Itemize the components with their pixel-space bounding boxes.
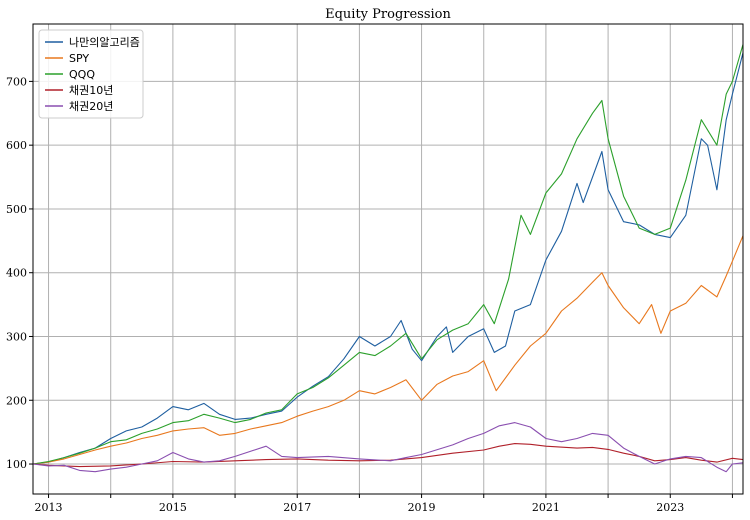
y-tick-label: 300 <box>6 330 27 343</box>
grid-layer <box>33 24 743 494</box>
series-line-1 <box>32 235 744 465</box>
legend-label: SPY <box>69 52 89 65</box>
x-tick-label: 2013 <box>35 501 63 514</box>
series-line-2 <box>32 44 744 465</box>
y-tick-label: 200 <box>6 394 27 407</box>
legend-label: 채권20년 <box>69 100 113 113</box>
series-line-0 <box>32 52 744 465</box>
legend-label: 나만의알고리즘 <box>69 35 140 49</box>
y-tick-label: 100 <box>6 458 27 471</box>
x-tick-label: 2019 <box>408 501 436 514</box>
x-tick-label: 2015 <box>159 501 187 514</box>
series-line-4 <box>32 422 744 473</box>
legend-label: QQQ <box>69 68 95 81</box>
legend-box <box>38 29 144 119</box>
legend-label: 채권10년 <box>69 84 113 97</box>
series-layer <box>32 44 744 473</box>
axes-layer: 2013 2015 2017 2019 2021 2023 100 200 300 400 500 6… <box>6 23 744 514</box>
y-tick-label: 400 <box>6 267 27 280</box>
y-tick-label: 700 <box>6 75 27 88</box>
y-tick-label: 600 <box>6 139 27 152</box>
y-tick-label: 500 <box>6 203 27 216</box>
chart-title: Equity Progression <box>325 7 451 22</box>
x-tick-label: 2021 <box>532 501 560 514</box>
x-tick-label: 2017 <box>283 501 311 514</box>
x-tick-label: 2023 <box>656 501 684 514</box>
plot-frame <box>32 23 744 495</box>
